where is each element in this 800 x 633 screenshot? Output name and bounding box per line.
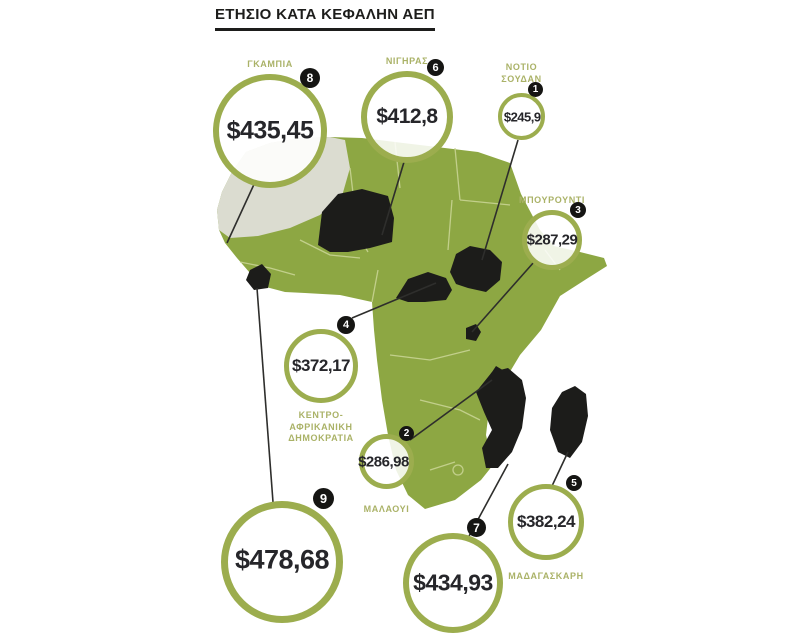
value-label: $412,8	[376, 105, 438, 128]
country-south-sudan	[450, 246, 502, 292]
rank-badge: 9	[313, 488, 334, 509]
bubble-gambia: ΓΚΑΜΠΙΑ $435,45 8	[213, 59, 327, 188]
africa-landmass	[217, 137, 607, 509]
country-label: ΜΑΛΑΟΥΙ	[363, 504, 410, 514]
connector-car	[351, 282, 437, 319]
country-label: ΜΠΟΥΡΟΥΝΤΙ	[518, 195, 585, 205]
bubble-ring	[498, 93, 545, 140]
value-label: $382,24	[517, 512, 575, 531]
value-label: $478,68	[234, 544, 330, 575]
infographic-canvas: ΕΤΗΣΙΟ ΚΑΤΑ ΚΕΦΑΛΗΝ ΑΕΠ ΓΚΑΜΠΙΑ $435,45 …	[213, 6, 607, 633]
value-label: $435,45	[226, 116, 314, 145]
rank-badge: 3	[570, 202, 586, 218]
bubble-central-african-republic: $372,17 4 ΚΕΝΤΡΟ- ΑΦΡΙΚΑΝΙΚΗ ΔΗΜΟΚΡΑΤΙΑ	[284, 316, 358, 443]
value-label: $286,98	[358, 453, 409, 470]
connector-malawi	[409, 379, 493, 441]
country-label: ΜΑΔΑΓΑΣΚΑΡΗ	[508, 571, 584, 581]
bubble-ring	[361, 71, 453, 163]
value-label: $245,9	[503, 109, 541, 124]
connector-niger	[381, 161, 405, 236]
connector-burundi	[471, 261, 535, 333]
connector-south-sudan	[481, 139, 519, 261]
bubble-ring	[213, 74, 327, 188]
connector-gambia	[226, 179, 257, 244]
value-label: $287,29	[526, 231, 578, 249]
bubble-niger: ΝΙΓΗΡΑΣ $412,8 6	[361, 56, 453, 163]
rank-badge: 4	[337, 316, 355, 334]
rank-badge: 8	[300, 68, 320, 88]
africa-map	[217, 137, 607, 539]
connector-rank9	[256, 287, 274, 503]
country-mozambique	[476, 368, 526, 468]
rank-badge: 5	[566, 475, 582, 491]
country-label: ΚΕΝΤΡΟ- ΑΦΡΙΚΑΝΙΚΗ ΔΗΜΟΚΡΑΤΙΑ	[288, 410, 354, 444]
country-niger	[318, 189, 394, 252]
bubble-south-sudan: ΝΟΤΙΟ ΣΟΥΔΑΝ $245,9 1	[498, 62, 545, 140]
country-burundi	[466, 324, 481, 341]
bubble-rank7: $434,93 7	[403, 518, 503, 633]
country-label: ΓΚΑΜΠΙΑ	[247, 59, 293, 69]
rank-badge: 2	[399, 426, 414, 441]
connector-madagascar	[551, 451, 569, 487]
bubble-burundi: ΜΠΟΥΡΟΥΝΤΙ $287,29 3	[519, 195, 586, 270]
bubble-ring	[508, 484, 584, 560]
rank-badge: 6	[427, 59, 444, 76]
value-label: $372,17	[292, 356, 350, 375]
value-label: $434,93	[413, 569, 493, 596]
bubble-ring	[359, 434, 414, 489]
bubble-rank9: $478,68 9	[221, 488, 343, 623]
country-label: ΝΟΤΙΟ ΣΟΥΔΑΝ	[501, 62, 542, 84]
country-label: ΝΙΓΗΡΑΣ	[385, 56, 429, 66]
bubble-ring	[522, 210, 582, 270]
highlighted-countries	[246, 189, 588, 468]
country-sierra-leone	[246, 264, 271, 290]
bubble-malawi: $286,98 2 ΜΑΛΑΟΥΙ	[358, 426, 414, 514]
bubble-ring	[284, 329, 358, 403]
rank-badge: 7	[467, 518, 486, 537]
island-madagascar	[550, 386, 588, 458]
bubble-madagascar: $382,24 5 ΜΑΔΑΓΑΣΚΑΡΗ	[508, 475, 584, 581]
rank-badge: 1	[528, 82, 543, 97]
page-title: ΕΤΗΣΙΟ ΚΑΤΑ ΚΕΦΑΛΗΝ ΑΕΠ	[215, 6, 435, 31]
